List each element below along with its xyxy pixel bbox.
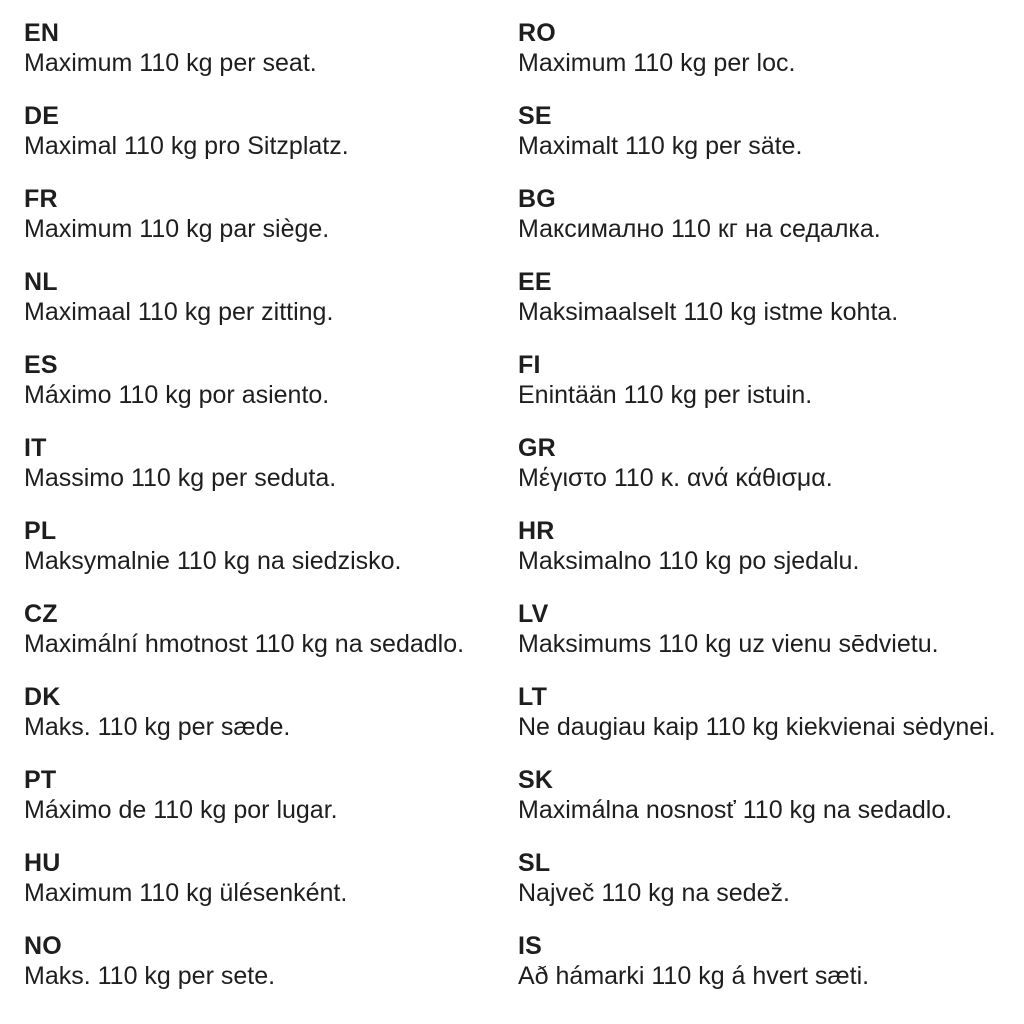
translation-text: Maximalt 110 kg per säte.	[518, 132, 803, 160]
translation-text: Maks. 110 kg per sete.	[24, 962, 276, 990]
language-entry-lt: LT Ne daugiau kaip 110 kg kiekvienai sėd…	[518, 682, 1024, 742]
translation-text: Maximálna nosnosť 110 kg na sedadlo.	[518, 796, 953, 824]
right-column: RO Maximum 110 kg per loc. SE Maximalt 1…	[518, 18, 1024, 1014]
translation-text: Maximaal 110 kg per zitting.	[24, 298, 334, 326]
language-code: ES	[24, 351, 58, 379]
language-entry-sl: SL Največ 110 kg na sedež.	[518, 848, 1024, 908]
language-code: CZ	[24, 600, 58, 628]
language-entry-is: IS Að hámarki 110 kg á hvert sæti.	[518, 931, 1024, 991]
language-code: PL	[24, 517, 57, 545]
language-code: NO	[24, 932, 62, 960]
language-code: SE	[518, 102, 552, 130]
language-code: LV	[518, 600, 549, 628]
translation-text: Maksimums 110 kg uz vienu sēdvietu.	[518, 630, 939, 658]
language-entry-gr: GR Μέγιστο 110 κ. ανά κάθισμα.	[518, 433, 1024, 493]
translation-text: Maximal 110 kg pro Sitzplatz.	[24, 132, 349, 160]
language-code: FR	[24, 185, 58, 213]
translation-text: Ne daugiau kaip 110 kg kiekvienai sėdyne…	[518, 713, 996, 741]
language-entry-dk: DK Maks. 110 kg per sæde.	[24, 682, 518, 742]
language-entry-nl: NL Maximaal 110 kg per zitting.	[24, 267, 518, 327]
language-entry-no: NO Maks. 110 kg per sete.	[24, 931, 518, 991]
translation-text: Massimo 110 kg per seduta.	[24, 464, 337, 492]
translation-text: Máximo 110 kg por asiento.	[24, 381, 330, 409]
language-code: SL	[518, 849, 551, 877]
left-column: EN Maximum 110 kg per seat. DE Maximal 1…	[24, 18, 518, 1014]
language-entry-bg: BG Максимално 110 кг на седалка.	[518, 184, 1024, 244]
translation-text: Največ 110 kg na sedež.	[518, 879, 790, 907]
language-entry-hu: HU Maximum 110 kg ülésenként.	[24, 848, 518, 908]
language-entry-fi: FI Enintään 110 kg per istuin.	[518, 350, 1024, 410]
translation-text: Maksymalnie 110 kg na siedzisko.	[24, 547, 402, 575]
translation-text: Maximum 110 kg per loc.	[518, 49, 796, 77]
language-code: RO	[518, 19, 556, 47]
language-entry-ro: RO Maximum 110 kg per loc.	[518, 18, 1024, 78]
language-code: DE	[24, 102, 60, 130]
language-entry-pl: PL Maksymalnie 110 kg na siedzisko.	[24, 516, 518, 576]
language-entry-fr: FR Maximum 110 kg par siège.	[24, 184, 518, 244]
translation-text: Maksimalno 110 kg po sjedalu.	[518, 547, 860, 575]
language-entry-hr: HR Maksimalno 110 kg po sjedalu.	[518, 516, 1024, 576]
language-code: LT	[518, 683, 548, 711]
translation-text: Að hámarki 110 kg á hvert sæti.	[518, 962, 870, 990]
translation-text: Maksimaalselt 110 kg istme kohta.	[518, 298, 899, 326]
language-code: HU	[24, 849, 61, 877]
language-entry-ee: EE Maksimaalselt 110 kg istme kohta.	[518, 267, 1024, 327]
language-entry-pt: PT Máximo de 110 kg por lugar.	[24, 765, 518, 825]
translation-text: Максимално 110 кг на седалка.	[518, 215, 881, 243]
notice-columns: EN Maximum 110 kg per seat. DE Maximal 1…	[24, 18, 1024, 1014]
language-code: EE	[518, 268, 552, 296]
language-code: IS	[518, 932, 543, 960]
translation-text: Μέγιστο 110 κ. ανά κάθισμα.	[518, 464, 833, 492]
translation-text: Maximální hmotnost 110 kg na sedadlo.	[24, 630, 465, 658]
language-code: EN	[24, 19, 60, 47]
language-entry-de: DE Maximal 110 kg pro Sitzplatz.	[24, 101, 518, 161]
translation-text: Maximum 110 kg ülésenként.	[24, 879, 348, 907]
language-entry-cz: CZ Maximální hmotnost 110 kg na sedadlo.	[24, 599, 518, 659]
language-entry-en: EN Maximum 110 kg per seat.	[24, 18, 518, 78]
language-entry-lv: LV Maksimums 110 kg uz vienu sēdvietu.	[518, 599, 1024, 659]
translation-text: Máximo de 110 kg por lugar.	[24, 796, 338, 824]
translation-text: Maximum 110 kg par siège.	[24, 215, 330, 243]
language-entry-it: IT Massimo 110 kg per seduta.	[24, 433, 518, 493]
language-entry-se: SE Maximalt 110 kg per säte.	[518, 101, 1024, 161]
translation-text: Maks. 110 kg per sæde.	[24, 713, 291, 741]
language-code: FI	[518, 351, 541, 379]
translation-text: Maximum 110 kg per seat.	[24, 49, 317, 77]
language-code: BG	[518, 185, 556, 213]
language-code: HR	[518, 517, 555, 545]
language-code: GR	[518, 434, 556, 462]
language-entry-es: ES Máximo 110 kg por asiento.	[24, 350, 518, 410]
language-code: PT	[24, 766, 57, 794]
language-code: IT	[24, 434, 47, 462]
translation-text: Enintään 110 kg per istuin.	[518, 381, 813, 409]
language-code: SK	[518, 766, 554, 794]
language-code: NL	[24, 268, 58, 296]
language-code: DK	[24, 683, 61, 711]
language-entry-sk: SK Maximálna nosnosť 110 kg na sedadlo.	[518, 765, 1024, 825]
